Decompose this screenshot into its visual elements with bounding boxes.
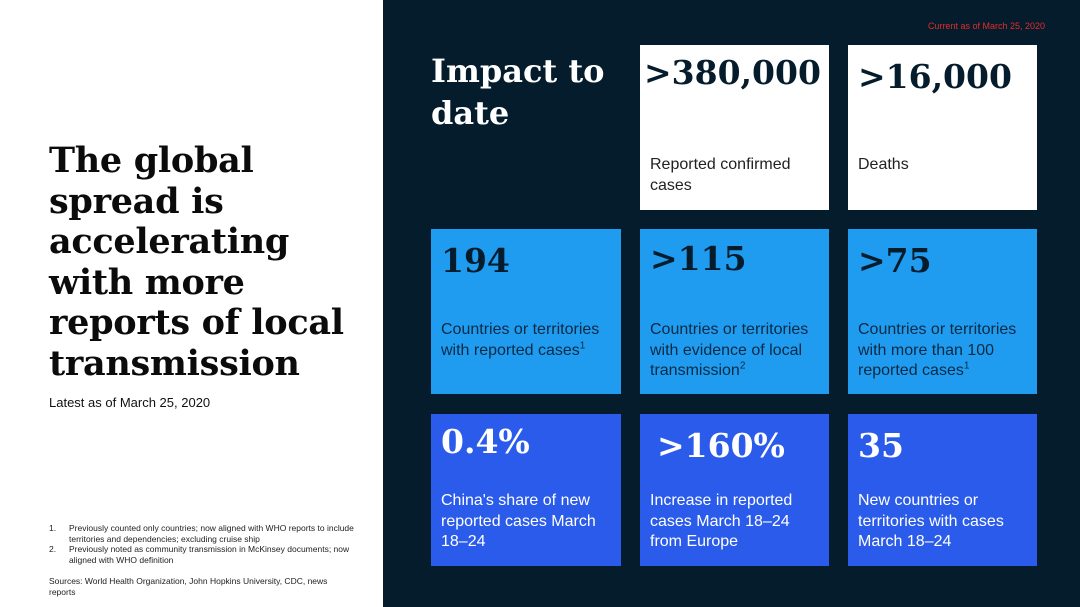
stat-value: 35 [858, 426, 904, 465]
stat-label: Countries or territories with reported c… [441, 320, 616, 361]
stat-label: China's share of new reported cases Marc… [441, 491, 611, 553]
stat-label-text: Increase in reported cases March 18–24 f… [650, 492, 793, 550]
footnote-text: Previously counted only countries; now a… [69, 523, 354, 544]
right-panel: Current as of March 25, 2020 Impact to d… [383, 0, 1080, 607]
stat-label: Increase in reported cases March 18–24 f… [650, 491, 810, 553]
stat-label: Countries or territories with evidence o… [650, 320, 825, 382]
stat-tile-deaths: >16,000 Deaths [848, 45, 1037, 210]
stat-value: >380,000 [644, 53, 821, 92]
stat-label: Reported confirmed cases [650, 155, 825, 196]
footnote-ref: 1 [579, 340, 586, 352]
stat-tile-countries-reported: 194 Countries or territories with report… [431, 229, 621, 394]
stat-label-text: Countries or territories with more than … [858, 321, 1017, 379]
stat-label: Deaths [858, 155, 1033, 176]
left-panel: The global spread is accelerating with m… [0, 0, 383, 607]
section-heading: Impact to date [431, 52, 605, 132]
stat-label-text: Reported confirmed cases [650, 156, 791, 194]
stat-label-text: China's share of new reported cases Marc… [441, 492, 596, 550]
footnote-ref: 1 [963, 360, 970, 372]
stat-value: >75 [858, 241, 932, 280]
footnotes: 1. Previously counted only countries; now… [49, 523, 359, 565]
footnote-item: 2. Previously noted as community transmis… [49, 544, 359, 565]
footnote-number: 2. [49, 544, 57, 554]
stat-tile-over-100-cases: >75 Countries or territories with more t… [848, 229, 1037, 394]
stat-label: Countries or territories with more than … [858, 320, 1033, 382]
stat-tile-new-countries: 35 New countries or territories with cas… [848, 414, 1037, 566]
stat-label-text: Deaths [858, 156, 909, 173]
current-as-of-note: Current as of March 25, 2020 [927, 21, 1045, 31]
footnote-ref: 2 [739, 360, 746, 372]
footnote-number: 1. [49, 523, 57, 533]
sources-note: Sources: World Health Organization, John… [49, 576, 328, 597]
stat-value: >115 [650, 239, 747, 278]
stat-label: New countries or territories with cases … [858, 491, 1023, 553]
footnote-text: Previously noted as community transmissi… [69, 544, 350, 565]
stat-label-text: Countries or territories with evidence o… [650, 321, 809, 379]
stat-value: >160% [657, 426, 785, 465]
stat-value: >16,000 [858, 57, 1012, 96]
stat-tile-europe-increase: >160% Increase in reported cases March 1… [640, 414, 829, 566]
stat-label-text: Countries or territories with reported c… [441, 321, 600, 359]
subtitle: Latest as of March 25, 2020 [49, 395, 211, 410]
stat-tile-china-share: 0.4% China's share of new reported cases… [431, 414, 621, 566]
footnote-item: 1. Previously counted only countries; now… [49, 523, 359, 544]
stat-tile-local-transmission: >115 Countries or territories with evide… [640, 229, 829, 394]
stat-value: 194 [441, 241, 510, 280]
stat-tile-confirmed-cases: >380,000 Reported confirmed cases [640, 45, 829, 210]
page-title: The global spread is accelerating with m… [49, 140, 344, 384]
stat-label-text: New countries or territories with cases … [858, 492, 1004, 550]
stat-value: 0.4% [441, 422, 530, 461]
